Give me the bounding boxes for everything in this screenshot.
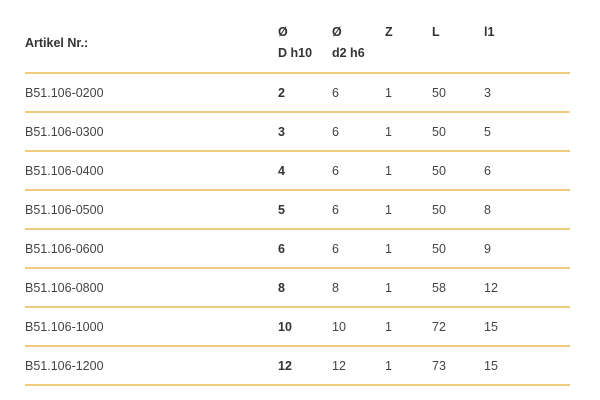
length-l: 50 — [432, 164, 446, 178]
table-row: B51.106-0500 5 6 1 50 8 — [25, 191, 570, 230]
table-header: Artikel Nr.: Ø D h10 Ø d2 h6 Z L l1 — [25, 0, 570, 74]
product-table: Artikel Nr.: Ø D h10 Ø d2 h6 Z L l1 B51.… — [25, 0, 570, 386]
article-number: B51.106-0500 — [25, 203, 104, 217]
length-l1: 15 — [484, 320, 498, 334]
article-number: B51.106-0800 — [25, 281, 104, 295]
diameter-d: 2 — [278, 86, 285, 100]
article-number: B51.106-0300 — [25, 125, 104, 139]
diameter-d: 10 — [278, 320, 292, 334]
length-l1: 3 — [484, 86, 491, 100]
article-number: B51.106-0200 — [25, 86, 104, 100]
length-l1: 9 — [484, 242, 491, 256]
length-l: 50 — [432, 125, 446, 139]
diameter-d2: 6 — [332, 86, 339, 100]
z-value: 1 — [385, 203, 392, 217]
z-value: 1 — [385, 164, 392, 178]
length-l: 72 — [432, 320, 446, 334]
length-l: 58 — [432, 281, 446, 295]
diameter-d: 5 — [278, 203, 285, 217]
length-l: 50 — [432, 203, 446, 217]
length-l: 73 — [432, 359, 446, 373]
header-d-symbol: Ø — [278, 25, 288, 39]
z-value: 1 — [385, 320, 392, 334]
table-row: B51.106-0200 2 6 1 50 3 — [25, 74, 570, 113]
table-row: B51.106-1200 12 12 1 73 15 — [25, 347, 570, 386]
z-value: 1 — [385, 86, 392, 100]
length-l1: 5 — [484, 125, 491, 139]
table-row: B51.106-0600 6 6 1 50 9 — [25, 230, 570, 269]
length-l1: 8 — [484, 203, 491, 217]
diameter-d: 4 — [278, 164, 285, 178]
diameter-d2: 6 — [332, 203, 339, 217]
header-z: Z — [385, 25, 393, 39]
diameter-d2: 6 — [332, 242, 339, 256]
z-value: 1 — [385, 359, 392, 373]
article-number: B51.106-0600 — [25, 242, 104, 256]
header-l: L — [432, 25, 440, 39]
diameter-d2: 12 — [332, 359, 346, 373]
article-number: B51.106-1000 — [25, 320, 104, 334]
diameter-d2: 6 — [332, 164, 339, 178]
header-d: D h10 — [278, 46, 313, 60]
article-number: B51.106-0400 — [25, 164, 104, 178]
header-d2: d2 h6 — [332, 46, 365, 60]
diameter-d2: 8 — [332, 281, 339, 295]
length-l1: 12 — [484, 281, 498, 295]
length-l1: 15 — [484, 359, 498, 373]
header-d2-symbol: Ø — [332, 25, 342, 39]
diameter-d: 6 — [278, 242, 285, 256]
diameter-d2: 10 — [332, 320, 346, 334]
header-l1: l1 — [484, 25, 495, 39]
diameter-d: 12 — [278, 359, 292, 373]
table-row: B51.106-1000 10 10 1 72 15 — [25, 308, 570, 347]
z-value: 1 — [385, 242, 392, 256]
header-article: Artikel Nr.: — [25, 36, 89, 50]
z-value: 1 — [385, 281, 392, 295]
diameter-d: 3 — [278, 125, 285, 139]
table-row: B51.106-0400 4 6 1 50 6 — [25, 152, 570, 191]
z-value: 1 — [385, 125, 392, 139]
diameter-d2: 6 — [332, 125, 339, 139]
length-l: 50 — [432, 86, 446, 100]
table-row: B51.106-0800 8 8 1 58 12 — [25, 269, 570, 308]
table-row: B51.106-0300 3 6 1 50 5 — [25, 113, 570, 152]
length-l1: 6 — [484, 164, 491, 178]
article-number: B51.106-1200 — [25, 359, 104, 373]
diameter-d: 8 — [278, 281, 285, 295]
length-l: 50 — [432, 242, 446, 256]
